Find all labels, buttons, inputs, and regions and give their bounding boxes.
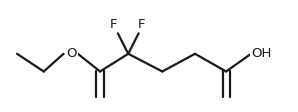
Text: F: F xyxy=(110,18,118,31)
Text: OH: OH xyxy=(252,47,272,60)
Text: O: O xyxy=(67,47,77,60)
Text: F: F xyxy=(138,18,145,31)
